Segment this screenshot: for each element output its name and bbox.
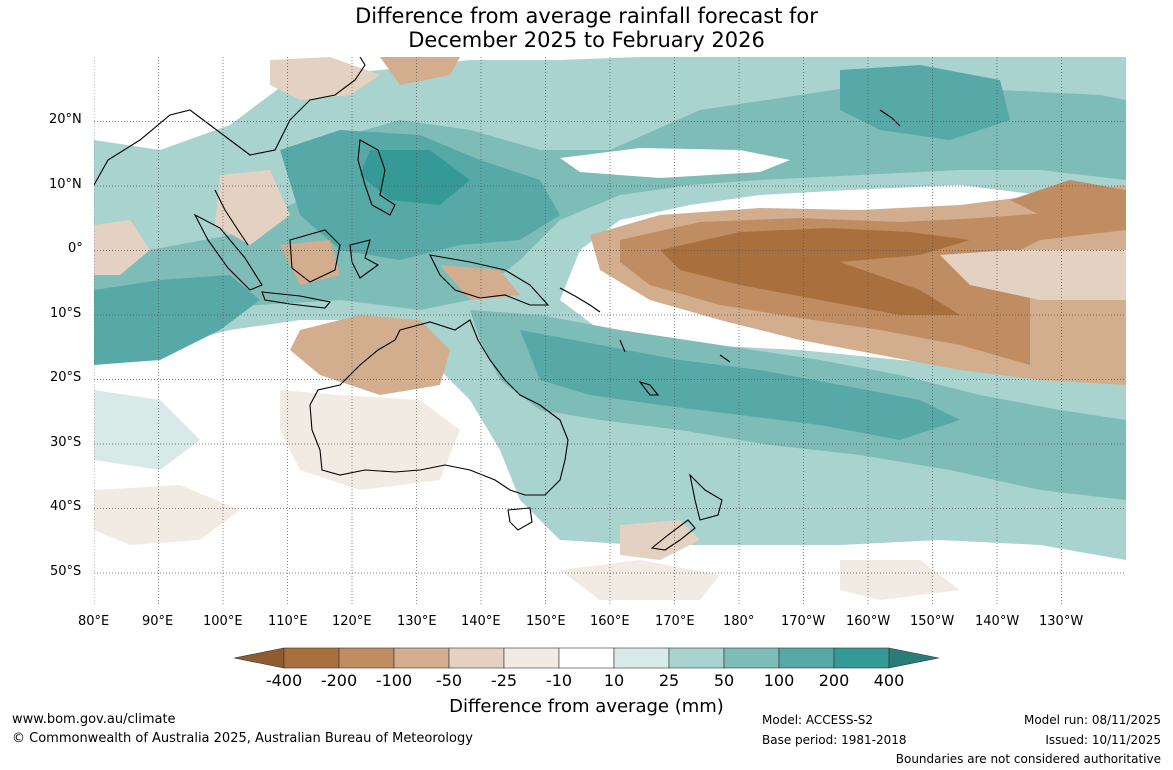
lat-label-equator: 0° xyxy=(68,241,83,256)
graticule xyxy=(94,57,1126,605)
lon-label-170e: 170°E xyxy=(655,614,695,629)
dry-region-australia-interior xyxy=(280,390,460,490)
colorbar-label: -10 xyxy=(545,671,573,690)
colorbar-label: 25 xyxy=(658,671,680,690)
colorbar-segment xyxy=(723,647,780,669)
philippines-coast xyxy=(357,139,396,216)
lat-label-10n: 10°N xyxy=(49,177,82,192)
colorbar-segment xyxy=(338,647,395,669)
colorbar-label: -100 xyxy=(375,671,413,690)
dry-region-newguinea xyxy=(440,265,520,300)
lon-label-80e: 80°E xyxy=(78,614,110,629)
colorbar-label: -25 xyxy=(490,671,518,690)
solomons xyxy=(559,287,601,313)
lon-label-150w: 150°W xyxy=(910,614,955,629)
dry-region-east-equator xyxy=(1010,180,1126,225)
dry-region-asia xyxy=(270,57,380,100)
colorbar-segment xyxy=(778,647,835,669)
wet-region-core-2 xyxy=(520,330,960,440)
colorbar-label: 50 xyxy=(713,671,735,690)
base-period: Base period: 1981-2018 xyxy=(762,733,907,747)
dry-region-indian-ocean xyxy=(94,220,150,275)
copyright-notice: © Commonwealth of Australia 2025, Austra… xyxy=(12,731,473,746)
colorbar-label: -50 xyxy=(435,671,463,690)
lon-label-180: 180° xyxy=(723,614,755,629)
dry-region-south-pacific xyxy=(840,560,960,600)
lon-label-110e: 110°E xyxy=(268,614,308,629)
lon-label-130e: 130°E xyxy=(397,614,437,629)
dry-region-north-australia xyxy=(290,315,450,395)
lon-label-90e: 90°E xyxy=(142,614,174,629)
dry-region-indochina xyxy=(215,170,290,245)
colorbar-segment xyxy=(558,647,615,669)
colorbar-low-arrow xyxy=(233,647,285,669)
colorbar-label: 400 xyxy=(873,671,905,690)
model-name: Model: ACCESS-S2 xyxy=(762,713,874,727)
dry-region-china xyxy=(380,57,460,85)
colorbar-label: -400 xyxy=(265,671,303,690)
lon-label-120e: 120°E xyxy=(332,614,372,629)
java-coast xyxy=(261,291,332,309)
dry-region-borneo xyxy=(280,240,340,285)
colorbar-segment xyxy=(283,647,340,669)
lat-label-40s: 40°S xyxy=(50,499,82,514)
new-zealand-north xyxy=(689,473,723,521)
map-title-line-2: December 2025 to February 2026 xyxy=(408,28,765,52)
asia-coast xyxy=(94,57,366,186)
colorbar-label: 200 xyxy=(818,671,850,690)
new-zealand-south xyxy=(650,519,696,551)
colorbar-segment xyxy=(393,647,450,669)
wet-region-core-4 xyxy=(360,150,470,205)
wet-region-core-3 xyxy=(94,275,260,365)
lon-label-150e: 150°E xyxy=(526,614,566,629)
colorbar-segment xyxy=(833,647,890,669)
colorbar-segment xyxy=(613,647,670,669)
model-run-date: Model run: 08/11/2025 xyxy=(1023,713,1161,727)
lat-label-20n: 20°N xyxy=(49,112,82,127)
lat-label-30s: 30°S xyxy=(50,435,82,450)
map-title-line-1: Difference from average rainfall forecas… xyxy=(355,4,818,28)
colorbar-segment xyxy=(668,647,725,669)
colorbar-title: Difference from average (mm) xyxy=(449,696,724,717)
new-guinea-coast xyxy=(429,254,550,306)
lat-label-50s: 50°S xyxy=(50,564,82,579)
lon-label-160w: 160°W xyxy=(846,614,891,629)
colorbar-high-arrow xyxy=(888,647,940,669)
lat-label-20s: 20°S xyxy=(50,370,82,385)
lon-label-130w: 130°W xyxy=(1039,614,1084,629)
fiji xyxy=(719,354,731,363)
coastlines xyxy=(94,57,901,551)
colorbar-segment xyxy=(503,647,560,669)
hawaii xyxy=(879,109,901,127)
neutral-pocket xyxy=(560,148,790,178)
neutral-dry-band xyxy=(940,250,1126,300)
borneo-coast xyxy=(289,229,341,283)
sumatra-coast xyxy=(193,213,263,291)
lon-label-140e: 140°E xyxy=(461,614,501,629)
colorbar xyxy=(233,647,940,669)
issued-date: Issued: 10/11/2025 xyxy=(1045,733,1161,747)
new-caledonia xyxy=(638,380,660,396)
lon-label-100e: 100°E xyxy=(203,614,243,629)
colorbar-segment xyxy=(448,647,505,669)
australia-coast xyxy=(309,319,569,496)
boundary-disclaimer: Boundaries are not considered authoritat… xyxy=(895,752,1161,766)
lat-label-10s: 10°S xyxy=(50,306,82,321)
dry-region-far-south xyxy=(560,560,720,600)
vanuatu xyxy=(619,339,626,353)
colorbar-label: 100 xyxy=(763,671,795,690)
malay-peninsula xyxy=(214,189,249,246)
website-link[interactable]: www.bom.gov.au/climate xyxy=(12,712,176,727)
lon-label-170w: 170°W xyxy=(781,614,826,629)
dry-region-new-zealand xyxy=(620,520,700,560)
lon-label-160e: 160°E xyxy=(590,614,630,629)
wet-region-south xyxy=(94,390,200,470)
dry-region-southern-ocean xyxy=(94,485,240,545)
colorbar-label: -200 xyxy=(320,671,358,690)
dry-region-core-2 xyxy=(660,228,970,315)
colorbar-label: 10 xyxy=(603,671,625,690)
lon-label-140w: 140°W xyxy=(975,614,1020,629)
